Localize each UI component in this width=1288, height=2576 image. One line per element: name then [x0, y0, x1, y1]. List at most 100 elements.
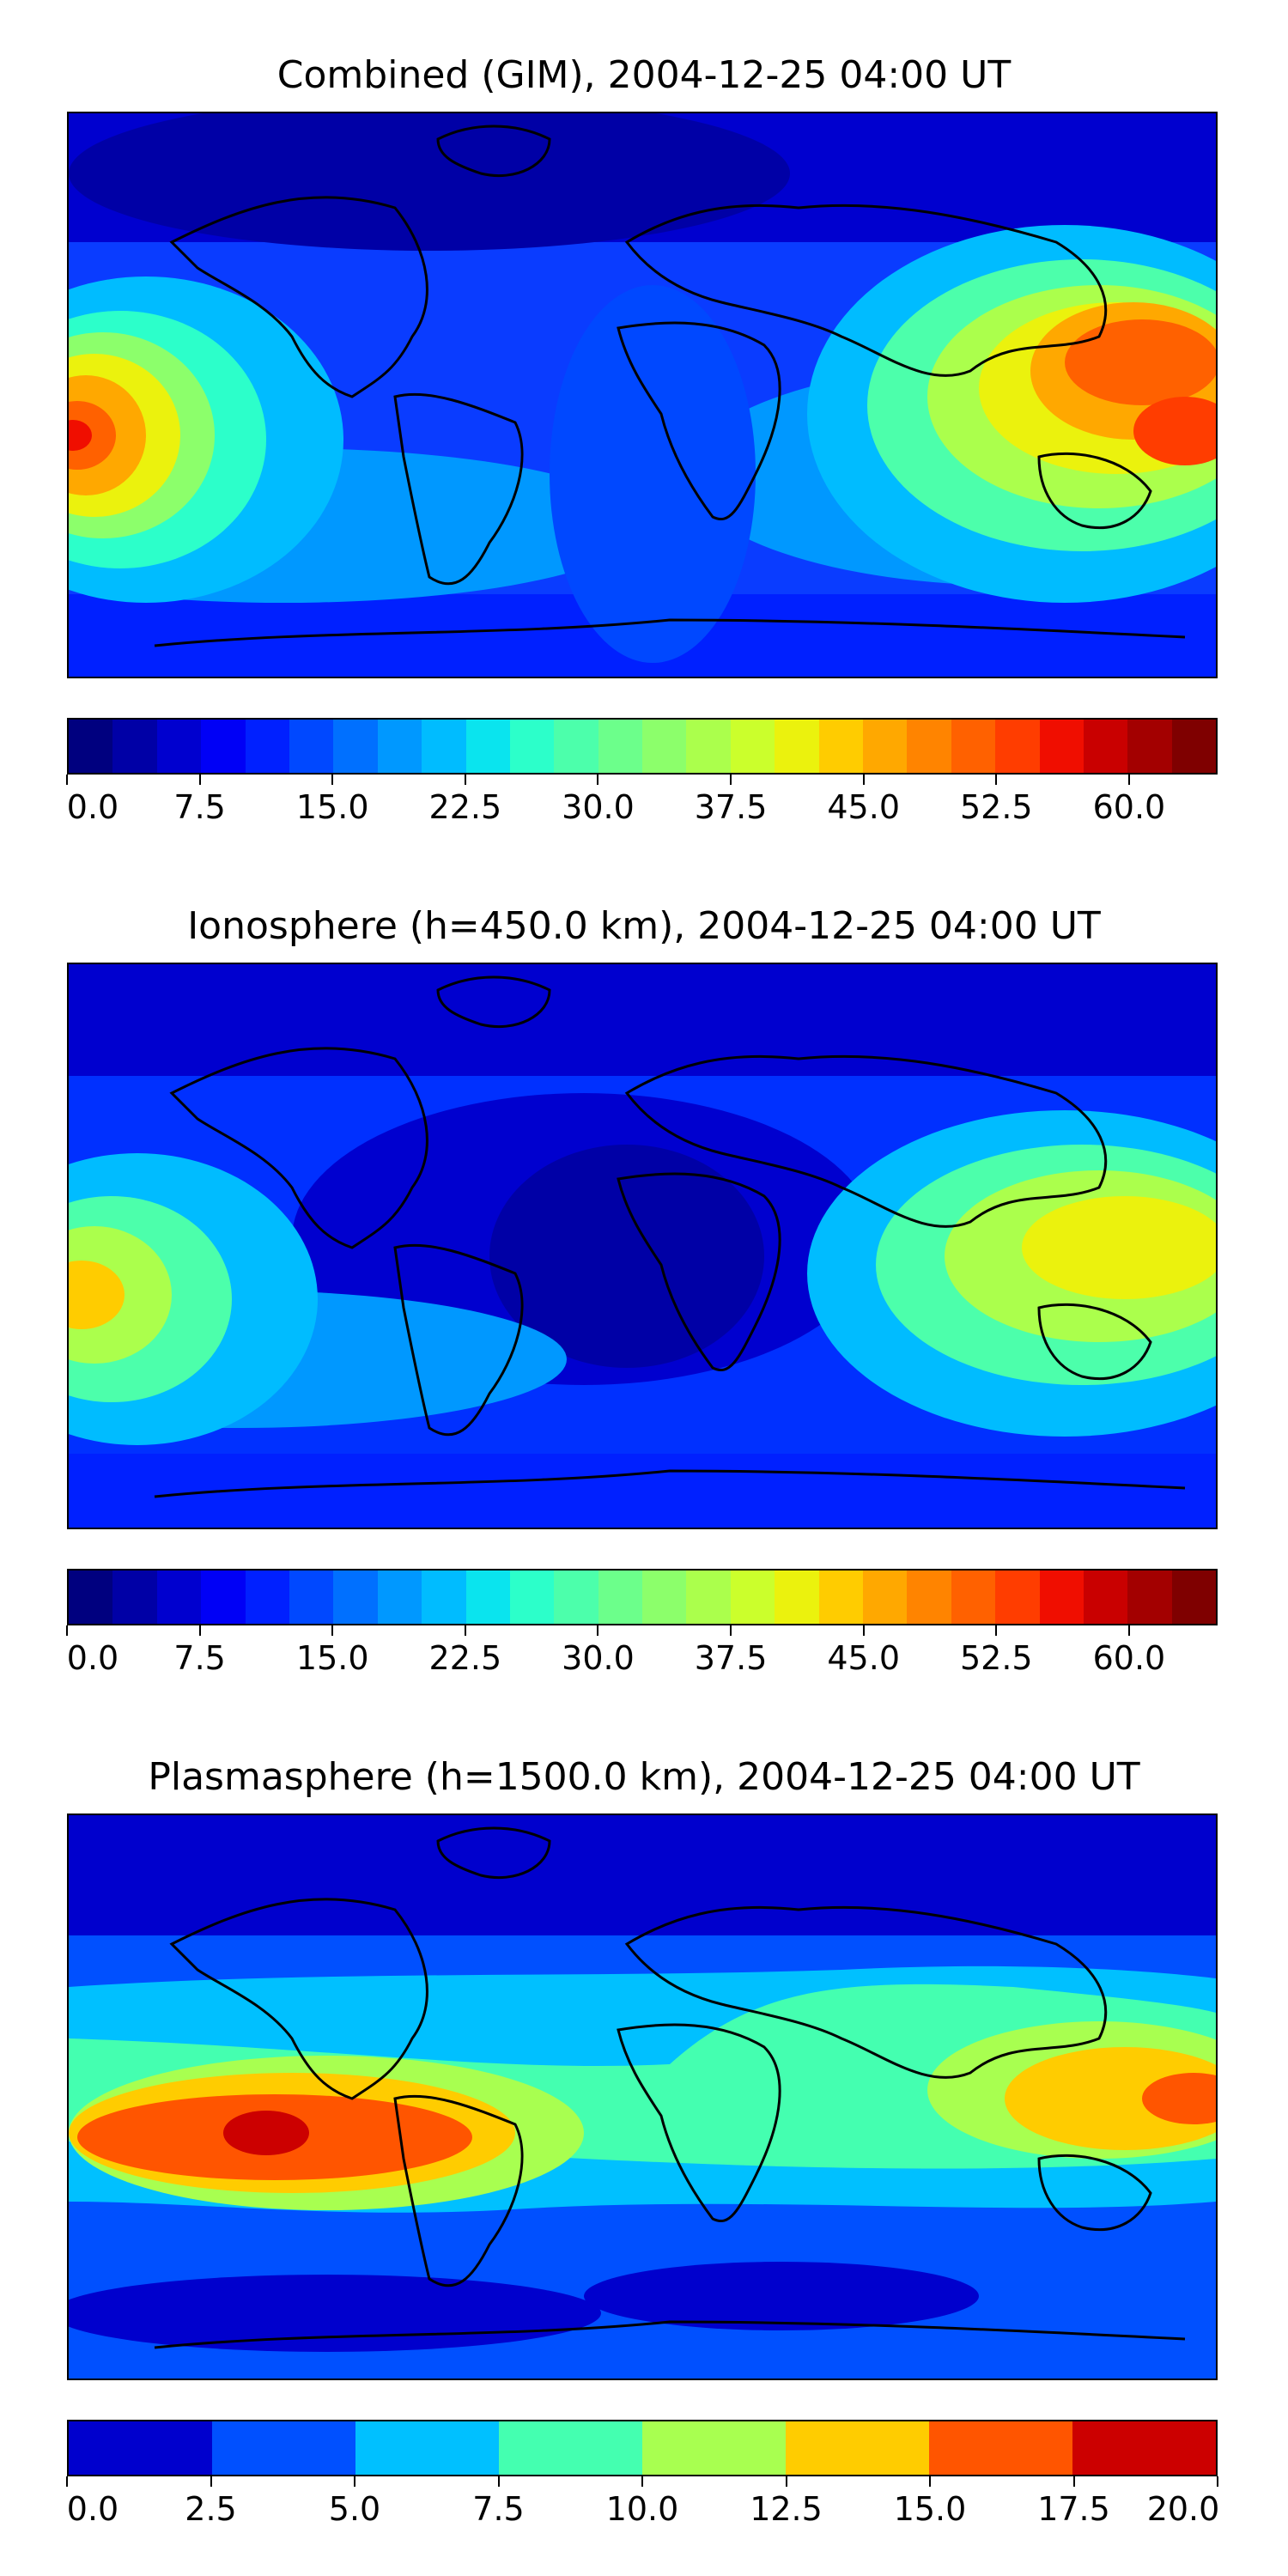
- colorbar-tick: [464, 1625, 466, 1636]
- colorbar-tick-label: 30.0: [562, 1639, 635, 1677]
- colorbar-segment: [907, 1571, 951, 1624]
- colorbar-tick: [862, 1625, 865, 1636]
- colorbar-segment: [69, 2421, 212, 2475]
- colorbar-tick: [210, 2476, 212, 2487]
- colorbar-tick: [354, 2476, 355, 2487]
- colorbar-segment: [863, 1571, 908, 1624]
- colorbar-tick: [66, 775, 68, 785]
- colorbar-segment: [333, 720, 378, 773]
- colorbar-segment: [1127, 720, 1172, 773]
- colorbar-tick: [1072, 2476, 1075, 2487]
- colorbar-segment: [1083, 720, 1128, 773]
- colorbar-segment: [69, 720, 113, 773]
- colorbar-tick-label: 30.0: [562, 788, 635, 826]
- colorbar-segment: [289, 1571, 334, 1624]
- colorbar-segment: [786, 2421, 929, 2475]
- colorbar-tick: [464, 775, 466, 785]
- colorbar-tick: [497, 2476, 500, 2487]
- colorbar-tick: [198, 1625, 201, 1636]
- coastlines: [154, 975, 1186, 1498]
- colorbar-segment: [156, 1571, 202, 1624]
- colorbar-tick: [730, 775, 732, 785]
- colorbar-tick: [331, 1625, 334, 1636]
- colorbar-segment: [995, 720, 1040, 773]
- colorbar-segment: [951, 720, 996, 773]
- colorbar-segment: [212, 2421, 355, 2475]
- colorbar-tick-label: 12.5: [750, 2490, 823, 2528]
- colorbar-tick-label: 60.0: [1092, 1639, 1166, 1677]
- colorbar-segment: [289, 720, 334, 773]
- colorbar-segment: [1072, 2421, 1216, 2475]
- colorbar-tick-label: 15.0: [295, 788, 369, 826]
- colorbar-segment: [499, 2421, 642, 2475]
- coastlines: [154, 1826, 1186, 2349]
- colorbar-tick-label: 15.0: [893, 2490, 967, 2528]
- colorbar-tick-label: 0.0: [66, 2490, 119, 2528]
- colorbar-segment: [907, 720, 951, 773]
- colorbar-tick-label: 2.5: [185, 2490, 237, 2528]
- colorbar-tick-label: 60.0: [1092, 788, 1166, 826]
- colorbar-segment: [422, 720, 466, 773]
- colorbar-tick-label: 0.0: [66, 788, 119, 826]
- colorbar-tick: [66, 1625, 68, 1636]
- colorbar-tick: [1127, 1625, 1130, 1636]
- panel-3-colorbar: [67, 2420, 1218, 2476]
- colorbar-segment: [1171, 720, 1216, 773]
- colorbar-tick: [785, 2476, 787, 2487]
- colorbar-tick-label: 52.5: [959, 1639, 1033, 1677]
- panel-1-colorbar-ticks: 0.0 7.5 15.0 22.5 30.0 37.5 45.0 52.5 60.0: [66, 775, 1218, 826]
- colorbar-segment: [245, 1571, 289, 1624]
- colorbar-segment: [509, 720, 555, 773]
- panel-3-map: [67, 1814, 1218, 2380]
- colorbar-segment: [1083, 1571, 1128, 1624]
- panel-3-title: Plasmasphere (h=1500.0 km), 2004-12-25 0…: [148, 1755, 1140, 1799]
- colorbar-segment: [1127, 1571, 1172, 1624]
- colorbar-segment: [598, 1571, 643, 1624]
- panel-3-colorbar-ticks: 0.0 2.5 5.0 7.5 10.0 12.5 15.0 17.5 20.0: [66, 2476, 1219, 2528]
- colorbar-tick: [66, 2476, 68, 2487]
- colorbar-tick: [1127, 775, 1130, 785]
- colorbar-segment: [355, 2421, 499, 2475]
- colorbar-segment: [377, 1571, 422, 1624]
- colorbar-segment: [554, 720, 598, 773]
- colorbar-segment: [951, 1571, 996, 1624]
- colorbar-segment: [333, 1571, 378, 1624]
- colorbar-segment: [465, 720, 510, 773]
- colorbar-tick: [198, 775, 201, 785]
- panel-1-map: [67, 112, 1218, 678]
- colorbar-tick: [1217, 2476, 1218, 2487]
- colorbar-segment: [1039, 720, 1084, 773]
- colorbar-segment: [422, 1571, 466, 1624]
- colorbar-tick-label: 37.5: [694, 1639, 768, 1677]
- colorbar-segment: [1039, 1571, 1084, 1624]
- colorbar-segment: [818, 1571, 864, 1624]
- panel-2-tec-contour-map: [69, 964, 1216, 1528]
- colorbar-tick: [597, 775, 599, 785]
- colorbar-tick-label: 45.0: [827, 1639, 900, 1677]
- colorbar-segment: [929, 2421, 1072, 2475]
- colorbar-segment: [995, 1571, 1040, 1624]
- colorbar-tick: [641, 2476, 643, 2487]
- colorbar-tick-label: 10.0: [605, 2490, 679, 2528]
- colorbar-tick: [597, 1625, 599, 1636]
- colorbar-segment: [112, 720, 157, 773]
- panel-2-map: [67, 963, 1218, 1529]
- colorbar-tick: [995, 775, 998, 785]
- colorbar-tick-label: 7.5: [173, 1639, 226, 1677]
- colorbar-tick-label: 5.0: [328, 2490, 381, 2528]
- colorbar-tick: [862, 775, 865, 785]
- colorbar-tick-label: 15.0: [295, 1639, 369, 1677]
- colorbar-segment: [642, 1571, 687, 1624]
- colorbar-segment: [642, 2421, 786, 2475]
- colorbar-segment: [377, 720, 422, 773]
- colorbar-segment: [201, 720, 246, 773]
- colorbar-segment: [245, 720, 289, 773]
- colorbar-segment: [730, 1571, 775, 1624]
- colorbar-tick-label: 45.0: [827, 788, 900, 826]
- colorbar-tick-label: 52.5: [959, 788, 1033, 826]
- colorbar-tick-label: 22.5: [428, 788, 502, 826]
- colorbar-tick-label: 37.5: [694, 788, 768, 826]
- colorbar-tick: [929, 2476, 931, 2487]
- colorbar-tick-label: 22.5: [428, 1639, 502, 1677]
- panel-1-title: Combined (GIM), 2004-12-25 04:00 UT: [276, 53, 1012, 97]
